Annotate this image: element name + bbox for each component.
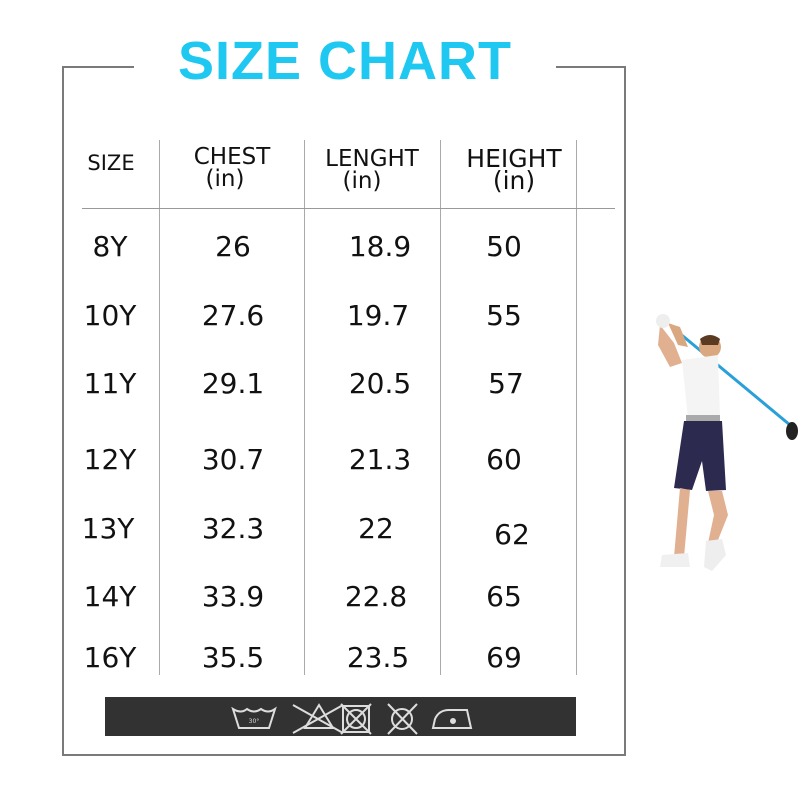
- do-not-bleach-icon: [292, 703, 344, 734]
- column-divider: [576, 140, 577, 675]
- golfer-illustration: [656, 314, 798, 571]
- cell-length: 18.9: [348, 230, 412, 263]
- frame-bottom: [62, 754, 626, 756]
- header-height: HEIGHT (in): [454, 146, 574, 195]
- care-instructions-bar: 30°: [105, 697, 576, 736]
- header-size: SIZE: [80, 152, 142, 174]
- cell-length: 19.7: [346, 299, 410, 332]
- frame-left: [62, 66, 64, 756]
- cell-height: 69: [486, 641, 522, 674]
- cell-height: 57: [488, 367, 524, 400]
- cell-length: 22: [358, 512, 394, 545]
- cell-size: 13Y: [81, 512, 135, 545]
- column-divider: [159, 140, 160, 675]
- cell-size: 14Y: [83, 580, 137, 613]
- cell-chest: 35.5: [201, 641, 265, 674]
- cell-chest: 33.9: [201, 580, 265, 613]
- header-label: LENGHT: [325, 146, 419, 172]
- frame-right: [624, 66, 626, 756]
- iron-low-icon: [431, 709, 473, 729]
- cell-size: 8Y: [92, 230, 128, 263]
- header-unit: (in): [492, 166, 536, 195]
- cell-size: 10Y: [83, 299, 137, 332]
- frame-top-left: [62, 66, 134, 68]
- frame-top-right: [556, 66, 626, 68]
- cell-chest: 30.7: [201, 443, 265, 476]
- cell-chest: 29.1: [201, 367, 265, 400]
- header-label: CHEST: [193, 144, 271, 170]
- cell-chest: 32.3: [201, 512, 265, 545]
- cell-length: 23.5: [346, 641, 410, 674]
- cell-height: 55: [486, 299, 522, 332]
- cell-size: 12Y: [83, 443, 137, 476]
- wash-30-icon: 30°: [231, 706, 277, 729]
- cell-length: 20.5: [348, 367, 412, 400]
- header-length: LENGHT (in): [312, 146, 432, 193]
- cell-chest: 26: [215, 230, 251, 263]
- page-title: SIZE CHART: [178, 31, 512, 91]
- header-unit: (in): [342, 168, 382, 194]
- do-not-tumble-dry-icon: [340, 703, 372, 735]
- header-divider: [82, 208, 615, 209]
- cell-length: 22.8: [344, 580, 408, 613]
- header-label: HEIGHT: [466, 144, 562, 173]
- column-divider: [304, 140, 305, 675]
- header-unit: (in): [205, 166, 245, 192]
- cell-length: 21.3: [348, 443, 412, 476]
- cell-size: 16Y: [83, 641, 137, 674]
- cell-height: 62: [494, 518, 530, 551]
- header-label: SIZE: [87, 151, 135, 175]
- column-divider: [440, 140, 441, 675]
- svg-text:30°: 30°: [249, 718, 260, 725]
- cell-chest: 27.6: [201, 299, 265, 332]
- cell-height: 50: [486, 230, 522, 263]
- cell-size: 11Y: [83, 367, 137, 400]
- do-not-dry-clean-icon: [387, 703, 418, 735]
- header-chest: CHEST (in): [172, 144, 292, 191]
- cell-height: 60: [486, 443, 522, 476]
- cell-height: 65: [486, 580, 522, 613]
